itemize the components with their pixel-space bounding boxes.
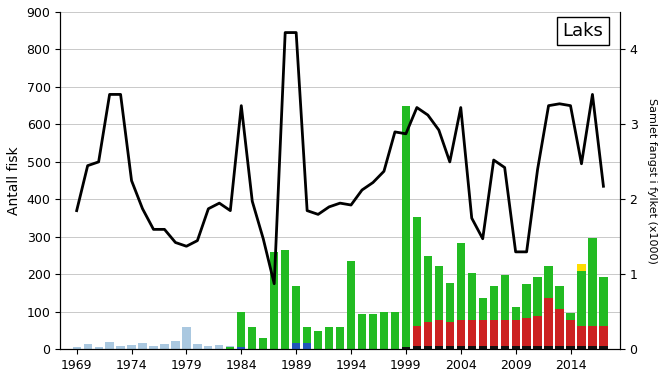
Bar (380, 312, 388, 349)
Bar (84, 344, 92, 349)
Bar (588, 326, 596, 346)
Bar (588, 346, 596, 349)
Bar (578, 326, 586, 346)
Bar (138, 343, 147, 349)
Bar (347, 261, 355, 349)
Bar (226, 348, 234, 349)
Bar (424, 346, 432, 349)
Bar (248, 327, 256, 349)
Bar (555, 287, 564, 309)
Bar (566, 313, 574, 320)
Bar (578, 271, 586, 326)
Bar (555, 346, 564, 349)
Bar (489, 320, 498, 346)
Bar (116, 346, 125, 349)
Bar (533, 346, 542, 349)
Bar (270, 252, 278, 349)
Bar (292, 286, 300, 348)
Bar (314, 330, 322, 349)
Bar (369, 314, 377, 349)
Bar (446, 346, 454, 349)
Bar (183, 327, 191, 349)
Bar (149, 346, 157, 349)
Bar (489, 287, 498, 320)
Bar (511, 307, 520, 320)
Bar (336, 327, 344, 349)
Bar (600, 277, 608, 326)
Bar (205, 346, 212, 349)
Bar (489, 346, 498, 349)
Bar (424, 256, 432, 322)
Bar (171, 341, 179, 349)
Bar (523, 318, 531, 346)
Bar (259, 338, 268, 349)
Bar (533, 277, 542, 316)
Bar (424, 322, 432, 346)
Bar (457, 243, 465, 320)
Bar (511, 346, 520, 349)
Bar (435, 320, 443, 346)
Bar (358, 314, 366, 349)
Bar (533, 316, 542, 346)
Bar (501, 320, 509, 346)
Bar (413, 217, 421, 326)
Bar (446, 283, 454, 322)
Bar (523, 285, 531, 318)
Bar (325, 327, 333, 349)
Bar (479, 298, 487, 320)
Bar (523, 346, 531, 349)
Y-axis label: Antall fisk: Antall fisk (7, 146, 21, 215)
Bar (600, 326, 608, 346)
Bar (226, 346, 234, 349)
Bar (161, 344, 169, 349)
Bar (457, 320, 465, 346)
Bar (215, 345, 224, 349)
Bar (413, 346, 421, 349)
Bar (281, 250, 290, 349)
Bar (501, 275, 509, 320)
Bar (588, 238, 596, 326)
Bar (566, 320, 574, 346)
Bar (479, 346, 487, 349)
Bar (237, 312, 246, 349)
Bar (94, 348, 103, 349)
Bar (435, 266, 443, 320)
Bar (413, 326, 421, 346)
Bar (511, 320, 520, 346)
Bar (193, 344, 201, 349)
Bar (501, 346, 509, 349)
Bar (402, 348, 410, 349)
Bar (435, 346, 443, 349)
Bar (544, 298, 552, 346)
Bar (555, 309, 564, 346)
Bar (237, 348, 246, 349)
Bar (544, 346, 552, 349)
Bar (402, 106, 410, 348)
Bar (578, 264, 586, 271)
Bar (578, 346, 586, 349)
Bar (106, 342, 114, 349)
Bar (292, 348, 300, 349)
Bar (467, 346, 476, 349)
Bar (479, 320, 487, 346)
Bar (446, 322, 454, 346)
Bar (127, 345, 135, 349)
Bar (600, 346, 608, 349)
Bar (467, 320, 476, 346)
Bar (303, 343, 311, 349)
Bar (457, 346, 465, 349)
Bar (467, 273, 476, 320)
Bar (303, 327, 311, 349)
Bar (292, 343, 300, 349)
Bar (72, 348, 81, 349)
Bar (566, 346, 574, 349)
Y-axis label: Samlet fangst i fylket (x1000): Samlet fangst i fylket (x1000) (647, 98, 657, 263)
Bar (544, 266, 552, 298)
Bar (391, 312, 399, 349)
Text: Laks: Laks (562, 22, 603, 40)
